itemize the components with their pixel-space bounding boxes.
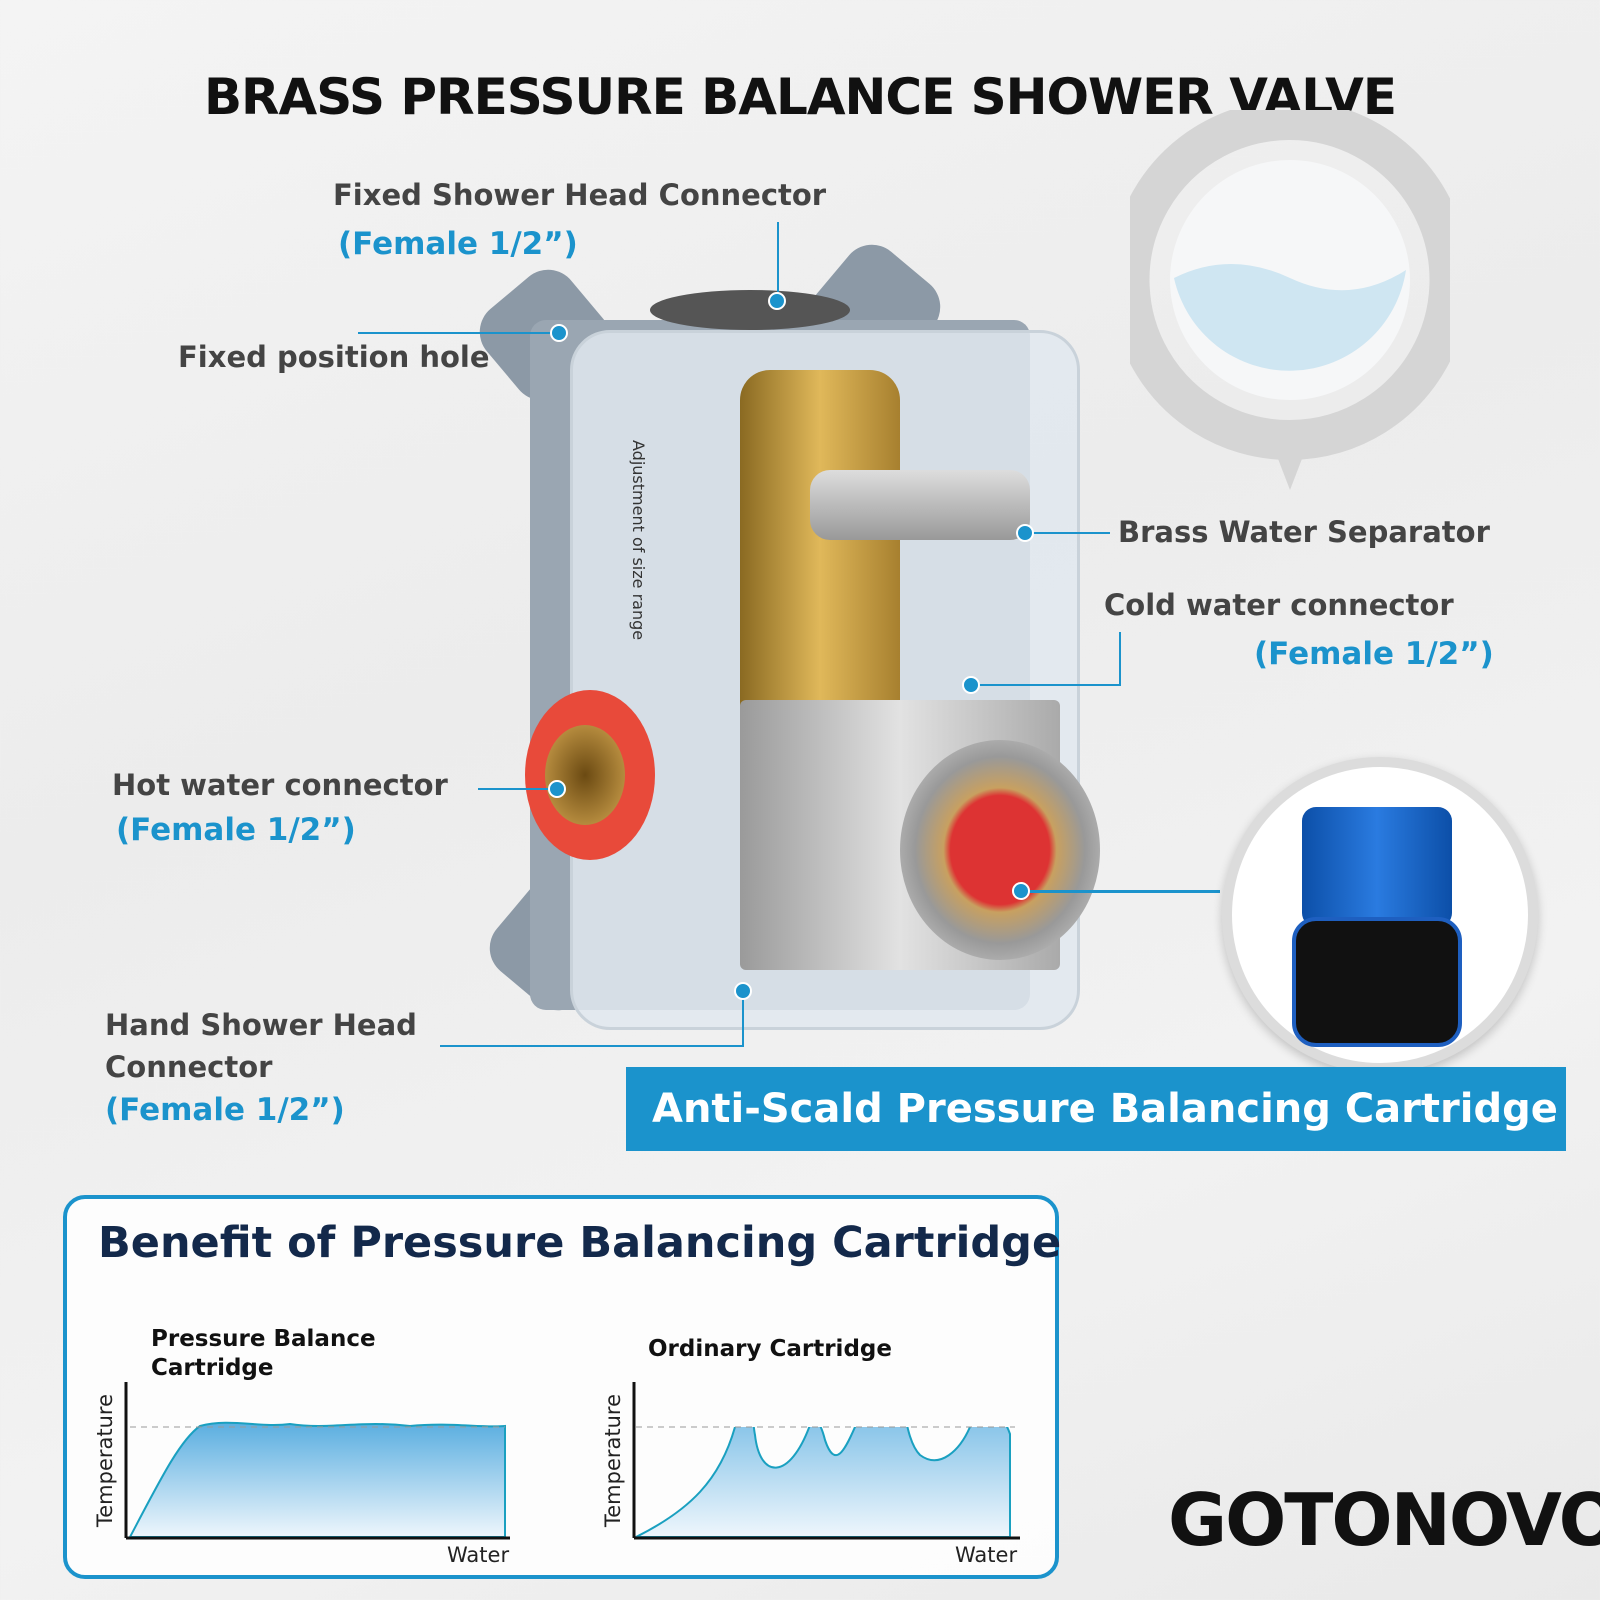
leader-line (1030, 532, 1110, 534)
left-chart-title-2: Cartridge (151, 1355, 274, 1381)
callout-dot (734, 982, 752, 1000)
top-port (650, 290, 850, 330)
hot-spec: (Female 1/2”) (116, 812, 356, 848)
hot-port (545, 725, 625, 825)
leader-line (1025, 890, 1220, 893)
benefit-title: Benefit of Pressure Balancing Cartridge (98, 1218, 1062, 1268)
size-label: Adjustment of size range (629, 440, 648, 641)
callout-dot (548, 780, 566, 798)
cartridge-base (1292, 917, 1462, 1047)
fixed-head-spec: (Female 1/2”) (338, 226, 578, 262)
escutcheon (900, 740, 1100, 960)
left-chart-title-1: Pressure Balance (151, 1326, 376, 1352)
right-chart-title: Ordinary Cartridge (648, 1336, 892, 1362)
leader-line (1119, 632, 1121, 686)
cartridge-banner: Anti-Scald Pressure Balancing Cartridge (626, 1067, 1566, 1151)
valve-product-image: Adjustment of size range (467, 232, 1100, 1040)
callout-dot (962, 676, 980, 694)
callout-dot (1012, 882, 1030, 900)
leader-line (358, 332, 558, 334)
separator-stem (810, 470, 1030, 540)
right-ylabel: Temperature (601, 1393, 625, 1527)
cold-label: Cold water connector (1104, 588, 1454, 622)
left-ylabel: Temperature (93, 1393, 117, 1527)
leader-line (777, 222, 779, 302)
hot-label: Hot water connector (112, 768, 448, 802)
left-xlabel: Water (447, 1543, 510, 1567)
callout-dot (550, 324, 568, 342)
cartridge-image (1222, 757, 1538, 1073)
fixed-hole-label: Fixed position hole (178, 340, 490, 374)
hand-spec: (Female 1/2”) (105, 1092, 345, 1128)
callout-dot (1016, 524, 1034, 542)
fixed-head-label: Fixed Shower Head Connector (333, 178, 827, 212)
right-xlabel: Water (955, 1543, 1018, 1567)
brand-logo: GOTONOVO (1168, 1478, 1600, 1562)
hand-label-2: Connector (105, 1050, 273, 1084)
hand-label-1: Hand Shower Head (105, 1008, 417, 1042)
leader-line (440, 1045, 744, 1047)
cartridge-body (1302, 807, 1452, 927)
separator-label: Brass Water Separator (1118, 515, 1490, 549)
water-drop-icon (1130, 110, 1450, 490)
leader-line (478, 788, 558, 790)
leader-line (742, 990, 744, 1047)
callout-dot (768, 292, 786, 310)
leader-line (975, 684, 1121, 686)
page-title: BRASS PRESSURE BALANCE SHOWER VALVE (203, 68, 1397, 126)
cold-spec: (Female 1/2”) (1254, 636, 1494, 672)
